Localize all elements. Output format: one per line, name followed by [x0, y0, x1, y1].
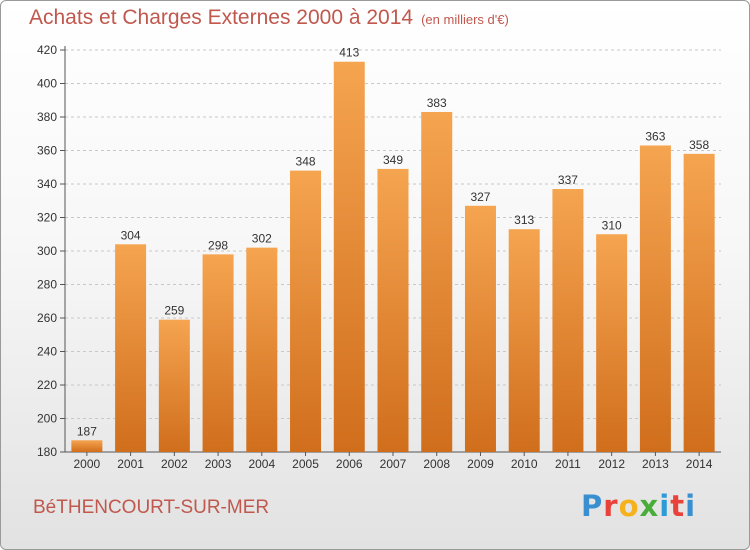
value-label-2007: 349 — [383, 153, 403, 167]
y-tick-label: 220 — [37, 378, 57, 392]
value-label-2001: 304 — [121, 228, 141, 242]
commune-name: BéTHENCOURT-SUR-MER — [33, 497, 270, 518]
value-label-2002: 259 — [164, 304, 184, 318]
x-tick-label-2014: 2014 — [686, 457, 713, 471]
value-label-2011: 337 — [558, 173, 578, 187]
y-tick-label: 420 — [37, 43, 57, 57]
y-tick-label: 260 — [37, 311, 57, 325]
bar-2003 — [202, 254, 234, 452]
bar-2007 — [377, 168, 409, 453]
y-tick-label: 400 — [37, 77, 57, 91]
logo-letter: P — [581, 489, 604, 523]
x-tick-label-2009: 2009 — [467, 457, 494, 471]
x-tick-label-2007: 2007 — [380, 457, 407, 471]
bar-2004 — [246, 247, 278, 452]
value-label-2009: 327 — [470, 190, 490, 204]
y-tick-label: 240 — [37, 345, 57, 359]
x-tick-label-2004: 2004 — [248, 457, 275, 471]
bar-2009 — [464, 205, 496, 452]
y-tick-label: 180 — [37, 445, 57, 459]
bar-2000 — [71, 440, 103, 452]
y-tick-label: 340 — [37, 177, 57, 191]
x-tick-label-2003: 2003 — [205, 457, 232, 471]
y-tick-label: 300 — [37, 244, 57, 258]
logo-letter: r — [603, 489, 619, 523]
bar-2014 — [683, 153, 715, 452]
value-label-2012: 310 — [602, 218, 622, 232]
value-label-2003: 298 — [208, 238, 228, 252]
logo-letter: o — [618, 489, 640, 523]
chart-unit: (en milliers d'€) — [421, 12, 509, 27]
y-tick-label: 320 — [37, 211, 57, 225]
logo-letter: i — [659, 489, 671, 523]
x-tick-label-2011: 2011 — [555, 457, 581, 471]
bar-2005 — [290, 170, 322, 452]
bar-2013 — [639, 145, 671, 452]
y-tick-label: 200 — [37, 412, 57, 426]
bar-2011 — [552, 189, 584, 452]
bars — [71, 61, 715, 453]
x-tick-label-2008: 2008 — [423, 457, 450, 471]
value-label-2005: 348 — [296, 155, 316, 169]
labels: 187 2000 304 2001 259 2002 298 2003 302 2004 348 20… — [74, 46, 713, 471]
value-label-2014: 358 — [689, 138, 709, 152]
bar-2008 — [421, 111, 453, 452]
y-tick-label: 380 — [37, 110, 57, 124]
logo-letter: x — [639, 489, 660, 523]
logo-letter: i — [685, 489, 697, 523]
y-tick-label: 360 — [37, 144, 57, 158]
value-label-2004: 302 — [252, 232, 272, 246]
axes: 180 200 220 240 260 280 300 320 340 360 380 400 420 — [37, 43, 721, 459]
chart-title-text: Achats et Charges Externes 2000 à 2014 — [29, 6, 414, 29]
bar-2012 — [596, 234, 628, 452]
proxiti-logo: Proxiti — [581, 489, 696, 523]
x-tick-label-2005: 2005 — [292, 457, 319, 471]
bar-2010 — [508, 229, 540, 452]
value-label-2000: 187 — [77, 424, 97, 438]
bar-2001 — [115, 244, 147, 452]
x-tick-label-2002: 2002 — [161, 457, 188, 471]
x-tick-label-2010: 2010 — [511, 457, 538, 471]
bar-2006 — [333, 61, 365, 452]
x-tick-label-2006: 2006 — [336, 457, 363, 471]
value-label-2008: 383 — [427, 96, 447, 110]
y-tick-label: 280 — [37, 278, 57, 292]
bar-2002 — [158, 319, 190, 452]
value-label-2013: 363 — [645, 129, 665, 143]
x-tick-label-2013: 2013 — [642, 457, 669, 471]
x-tick-label-2000: 2000 — [74, 457, 101, 471]
x-tick-label-2001: 2001 — [117, 457, 144, 471]
value-label-2006: 413 — [339, 46, 359, 60]
value-label-2010: 313 — [514, 213, 534, 227]
logo-letter: t — [670, 489, 686, 523]
chart-title: Achats et Charges Externes 2000 à 2014 (e… — [29, 6, 509, 30]
x-tick-label-2012: 2012 — [598, 457, 625, 471]
